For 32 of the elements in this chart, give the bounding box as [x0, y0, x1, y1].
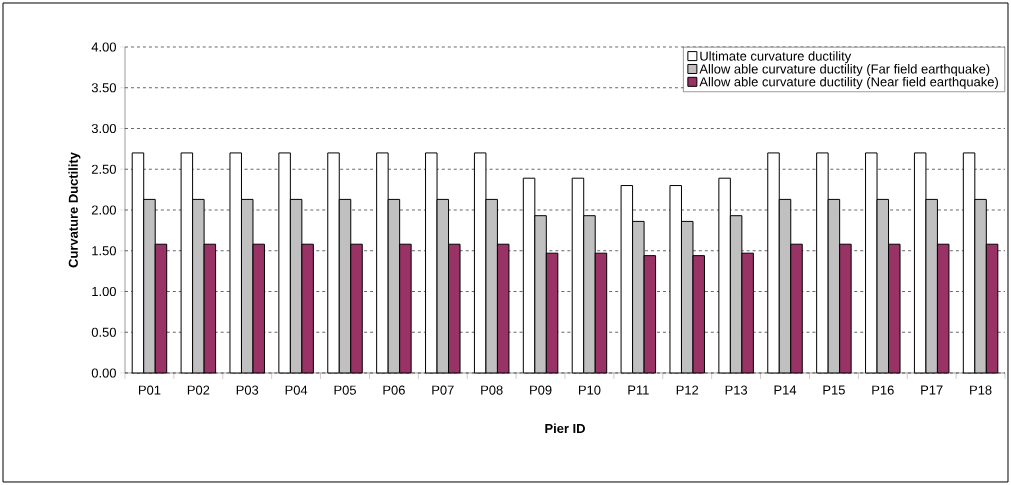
x-axis-title: Pier ID [545, 423, 585, 434]
x-tick-label: P01 [138, 385, 161, 395]
y-tick-label: 2.50 [91, 164, 116, 174]
x-tick-label: P05 [334, 385, 356, 395]
x-tick-label: P11 [628, 385, 649, 395]
y-tick-label: 3.00 [91, 123, 116, 134]
x-tick-label: P17 [921, 385, 943, 395]
x-tick-label: P07 [432, 385, 454, 395]
y-tick-label: 1.50 [92, 246, 116, 256]
x-tick-label: P10 [578, 385, 601, 395]
y-tick-label: 4.00 [91, 42, 116, 52]
x-tick-label: P14 [774, 385, 797, 395]
x-tick-label: P08 [481, 385, 503, 395]
x-tick-label: P12 [676, 385, 699, 395]
x-tick-label: P04 [285, 385, 308, 395]
y-tick-label: 0.00 [91, 368, 116, 378]
x-tick-label: P02 [187, 385, 210, 395]
x-tick-label: P13 [725, 385, 748, 395]
legend-label: Allow able curvature ductility (Near field earthquake) [699, 76, 998, 89]
x-tick-label: P15 [823, 385, 845, 395]
legend-label: Allow able curvature ductility (Far field earthquake) [699, 64, 990, 77]
y-tick-label: 0.50 [91, 327, 116, 337]
x-tick-label: P18 [970, 385, 992, 395]
y-axis-title: Curvature Ductility [68, 152, 81, 268]
x-tick-label: P06 [383, 385, 405, 395]
x-tick-label: P03 [236, 385, 259, 395]
y-tick-label: 3.50 [91, 83, 116, 93]
y-tick-label: 2.00 [91, 205, 116, 215]
x-tick-label: P09 [530, 385, 552, 395]
legend-label: Ultimate curvature ductility [700, 51, 852, 64]
y-tick-label: 1.00 [92, 286, 116, 297]
x-tick-label: P16 [872, 385, 894, 395]
